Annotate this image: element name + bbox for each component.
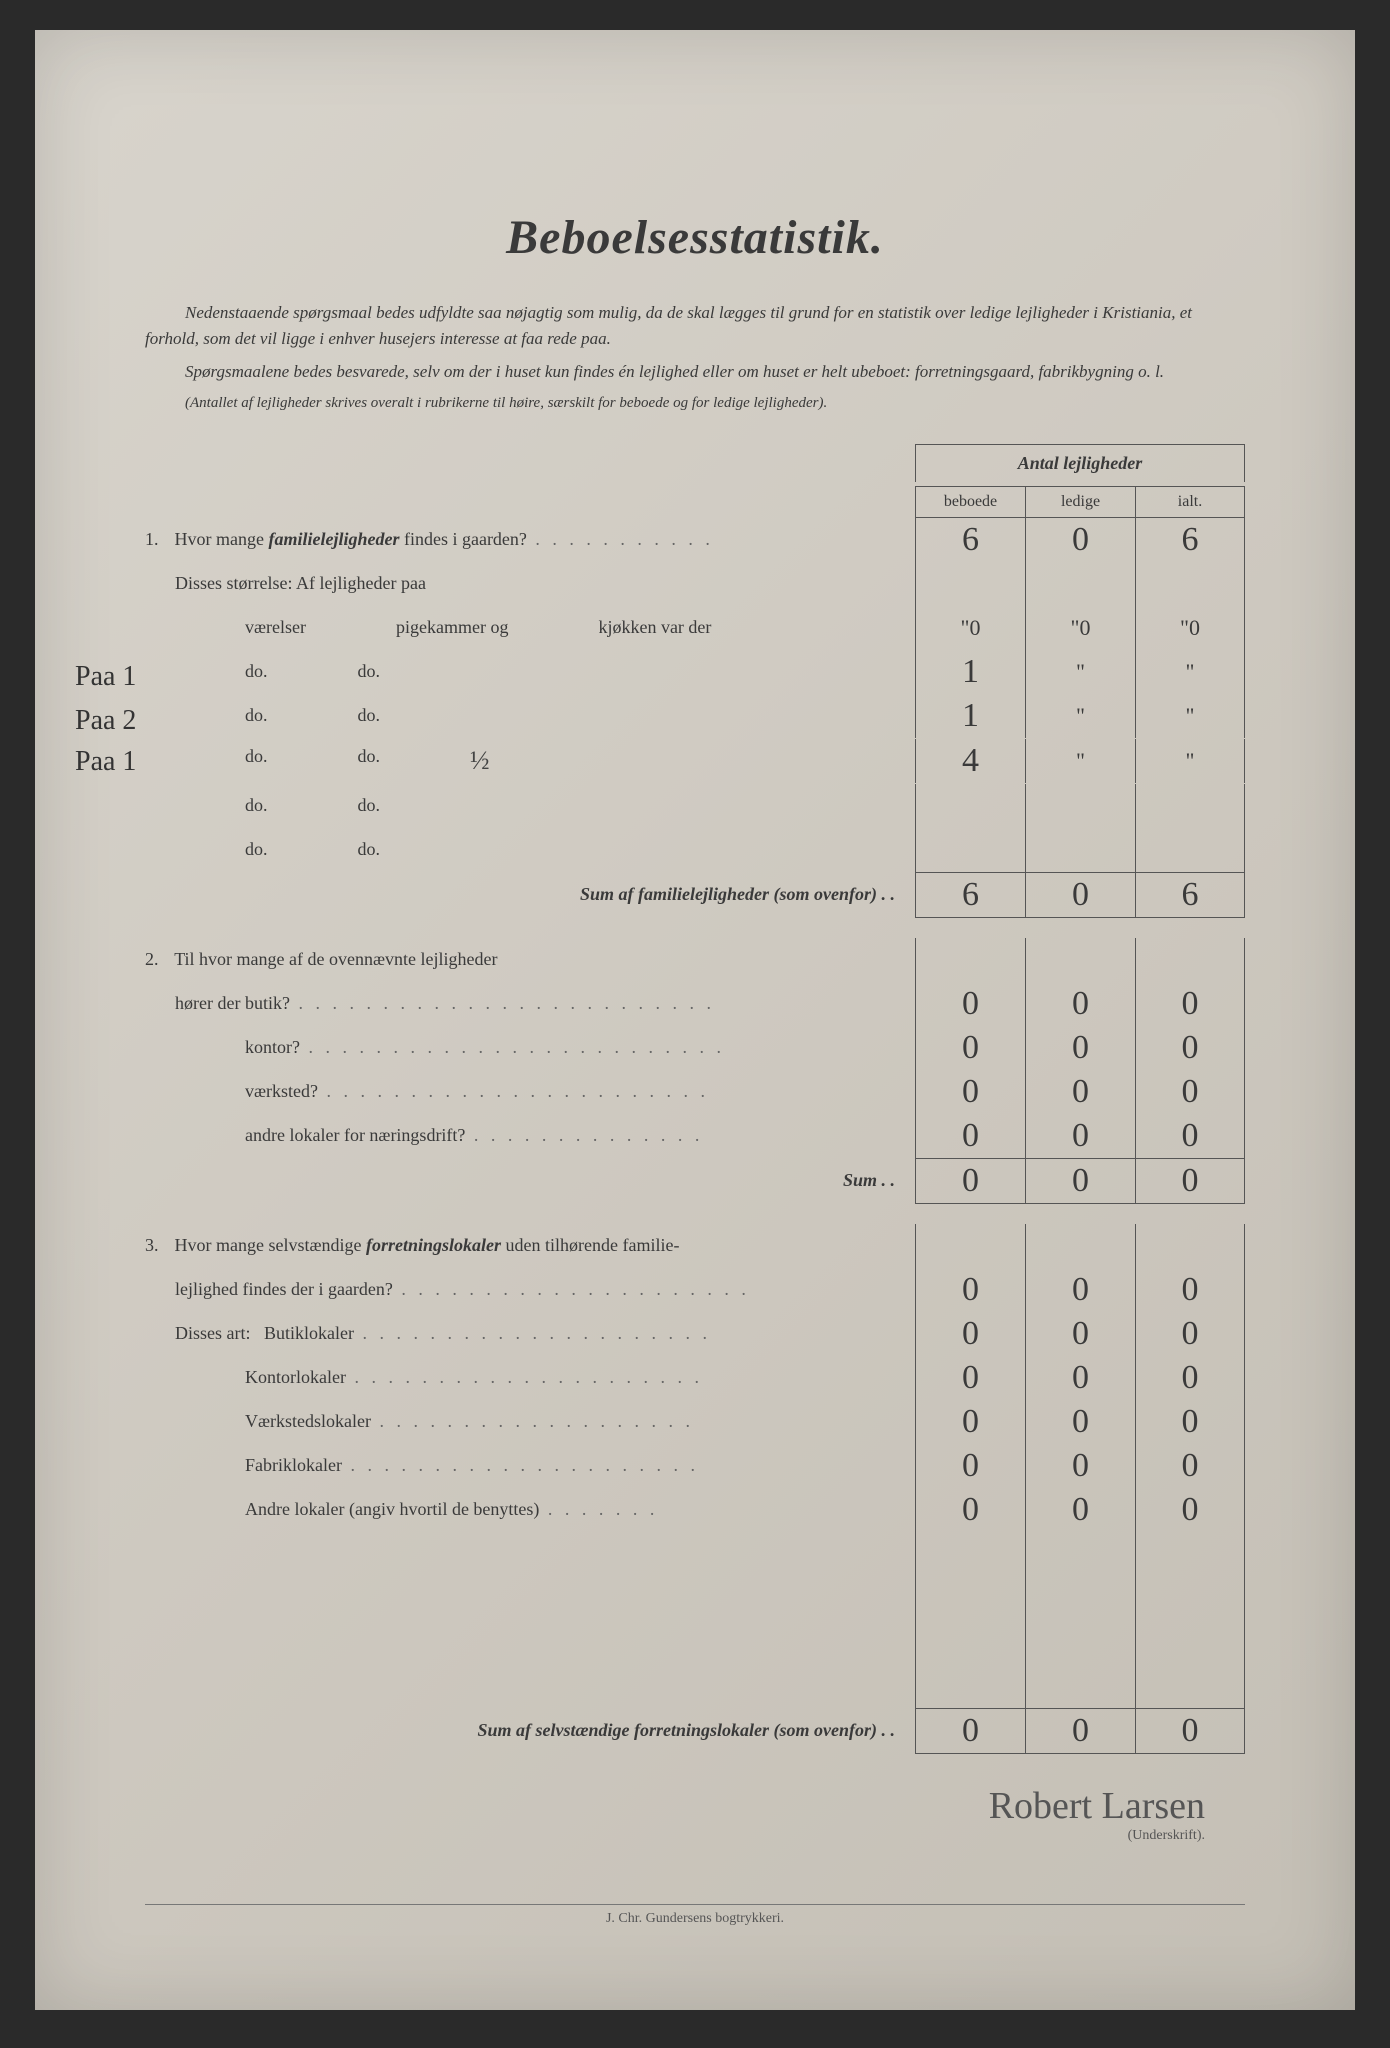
q3-sum-row: Sum af selvstændige forretningslokaler (… — [145, 1708, 1245, 1754]
q3-empty-3 — [145, 1620, 1245, 1664]
q1-sub-label: Disses størrelse: Af lejligheder paa — [145, 565, 915, 602]
q1-ledige: 0 — [1025, 517, 1135, 562]
q3-row-kontor: Kontorlokaler . . . . . . . . . . . . . … — [145, 1356, 1245, 1400]
q2-row-kontor: kontor? . . . . . . . . . . . . . . . . … — [145, 1026, 1245, 1070]
q3-header-2: lejlighed findes der i gaarden? . . . . … — [145, 1268, 1245, 1312]
q3-empty-1 — [145, 1532, 1245, 1576]
q1-sum-beboede: 6 — [915, 872, 1025, 918]
signature-block: Robert Larsen (Underskrift). — [145, 1784, 1245, 1844]
col-ledige: ledige — [1025, 486, 1135, 517]
q1-detail-row-4: do. do. — [145, 784, 1245, 828]
q3-row-andre: Andre lokaler (angiv hvortil de benyttes… — [145, 1488, 1245, 1532]
statistics-table: Antal lejligheder beboede ledige ialt. 1… — [145, 444, 1245, 1754]
q1-detail-row-5: do. do. — [145, 828, 1245, 872]
intro-paragraph-1: Nedenstaaende spørgsmaal bedes udfyldte … — [145, 300, 1245, 351]
q1-beboede: 6 — [915, 517, 1025, 562]
q2-sum-row: Sum . . 0 0 0 — [145, 1158, 1245, 1204]
q2-header: 2. Til hvor mange af de ovennævnte lejli… — [145, 938, 1245, 982]
q1-ialt: 6 — [1135, 517, 1245, 562]
q3-empty-4 — [145, 1664, 1245, 1708]
header-antal: Antal lejligheder — [915, 444, 1245, 482]
document-page: Beboelsesstatistik. Nedenstaaende spørgs… — [35, 30, 1355, 2010]
q2-row-butik: hører der butik? . . . . . . . . . . . .… — [145, 982, 1245, 1026]
q1-detail-row-2: Paa 2 do. do. 1 " " — [145, 694, 1245, 738]
q3-row-fabrik: Fabriklokaler . . . . . . . . . . . . . … — [145, 1444, 1245, 1488]
q1-sub-row: Disses størrelse: Af lejligheder paa — [145, 562, 1245, 606]
q1-sum-label: Sum af familielejligheder (som ovenfor) … — [145, 876, 915, 913]
table-subheader: beboede ledige ialt. — [145, 486, 1245, 517]
q2-row-andre: andre lokaler for næringsdrift? . . . . … — [145, 1114, 1245, 1158]
col-beboede: beboede — [915, 486, 1025, 517]
q1-detail-row-1: Paa 1 do. do. 1 " " — [145, 650, 1245, 694]
q3-header-1: 3. Hvor mange selvstændige forretningslo… — [145, 1224, 1245, 1268]
q1-cols-header: værelser pigekammer og kjøkken var der "… — [145, 606, 1245, 650]
q1-sum-ledige: 0 — [1025, 872, 1135, 918]
q3-row-vaerksted: Værkstedslokaler . . . . . . . . . . . .… — [145, 1400, 1245, 1444]
q2-row-vaerksted: værksted? . . . . . . . . . . . . . . . … — [145, 1070, 1245, 1114]
q1-sum-ialt: 6 — [1135, 872, 1245, 918]
q1-sum-row: Sum af familielejligheder (som ovenfor) … — [145, 872, 1245, 918]
table-header-group: Antal lejligheder — [145, 444, 1245, 482]
q1-label: 1. Hvor mange familielejligheder findes … — [145, 521, 915, 558]
page-title: Beboelsesstatistik. — [145, 210, 1245, 265]
q1-detail-row-3: Paa 1 do. do. ½ 4 " " — [145, 738, 1245, 784]
intro-paragraph-2: Spørgsmaalene bedes besvarede, selv om d… — [145, 359, 1245, 385]
signature-label: (Underskrift). — [145, 1828, 1205, 1844]
q3-empty-2 — [145, 1576, 1245, 1620]
signature-name: Robert Larsen — [145, 1784, 1205, 1828]
footer-printer: J. Chr. Gundersens bogtrykkeri. — [145, 1904, 1245, 1927]
q1-row: 1. Hvor mange familielejligheder findes … — [145, 517, 1245, 562]
col-ialt: ialt. — [1135, 486, 1245, 517]
intro-note: (Antallet af lejligheder skrives overalt… — [145, 393, 1245, 414]
q3-row-butik: Disses art: Butiklokaler . . . . . . . .… — [145, 1312, 1245, 1356]
